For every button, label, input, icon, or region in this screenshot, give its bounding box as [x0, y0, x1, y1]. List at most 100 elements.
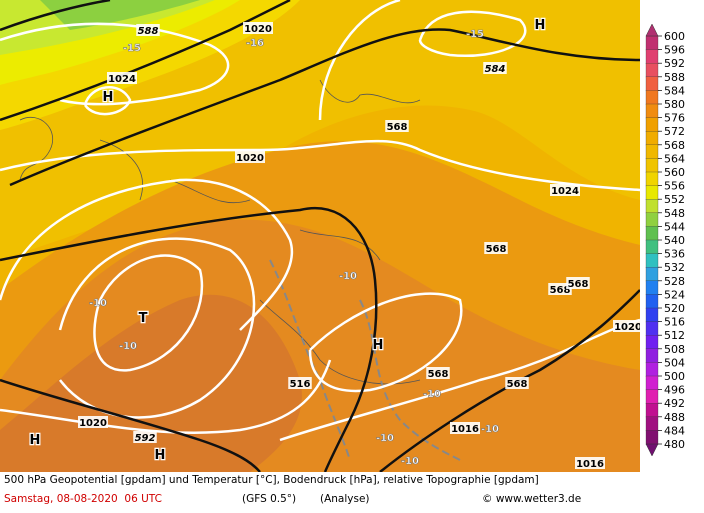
- contour-label: 568: [486, 244, 507, 255]
- scale-label: 548: [664, 207, 685, 220]
- scale-label: 504: [664, 356, 685, 369]
- scale-label: 512: [664, 329, 685, 342]
- contour-label: -10: [423, 389, 441, 400]
- scale-band: [645, 348, 659, 364]
- scale-band: [645, 117, 659, 132]
- contour-label: -15: [466, 29, 484, 40]
- pressure-center: H: [535, 18, 546, 33]
- contour-label: -10: [339, 271, 357, 282]
- contour-label: 568: [387, 122, 408, 133]
- contour-label: 592: [135, 433, 156, 444]
- isobar: [93, 254, 204, 372]
- scale-label: 508: [664, 343, 685, 356]
- contour: [379, 289, 640, 472]
- scale-label: 492: [664, 397, 685, 410]
- label-box: [133, 431, 157, 443]
- label-box: [450, 422, 480, 434]
- scale-label: 500: [664, 370, 685, 383]
- contour: [9, 28, 640, 187]
- scale-label: 564: [664, 152, 685, 165]
- scale-label: 580: [664, 98, 685, 111]
- map: 588-15 -1610201024H-15584H568102010245685…: [0, 0, 640, 472]
- geopotential-contours: [0, 0, 640, 472]
- isobar: [83, 86, 132, 116]
- scale-band: [645, 63, 659, 78]
- scale-band: [645, 185, 659, 200]
- contour-label: 1020: [236, 153, 264, 164]
- scale-label: 600: [664, 30, 685, 43]
- scale-label: 552: [664, 193, 685, 206]
- coastlines: [19, 79, 421, 385]
- scale-label: 572: [664, 125, 685, 138]
- scale-label: 596: [664, 44, 685, 57]
- scale-label: 544: [664, 220, 685, 233]
- contour-label: 588: [138, 26, 159, 37]
- scale-band: [645, 335, 659, 350]
- scale-band: [645, 362, 659, 377]
- dashed-contour: [269, 259, 351, 461]
- isobar: [0, 22, 230, 106]
- contour-label: 1020: [614, 322, 640, 333]
- dashed-contour: [359, 299, 461, 461]
- scale-label: 532: [664, 261, 685, 274]
- field-band: [0, 294, 302, 472]
- scale-band: [645, 375, 659, 391]
- label-box: [136, 24, 160, 36]
- label-box: [235, 151, 265, 163]
- scale-band: [645, 321, 659, 336]
- scale-band: [645, 131, 659, 146]
- pressure-center: H: [155, 448, 166, 463]
- contour-label: -10: [401, 456, 419, 467]
- topography-contours: [269, 259, 461, 461]
- scale-band: [645, 212, 659, 228]
- pressure-center: H: [103, 90, 114, 105]
- contour: [0, 206, 378, 472]
- contour-label: 1024: [551, 186, 579, 197]
- scale-label: 480: [664, 438, 685, 451]
- contour: [0, 0, 291, 122]
- scale-band: [645, 294, 659, 309]
- isobar: [279, 318, 640, 442]
- contour-label: 568: [568, 279, 589, 290]
- label-box: [566, 277, 590, 289]
- scale-label: 568: [664, 139, 685, 152]
- label-box: [575, 457, 605, 469]
- contour-label: -10: [376, 433, 394, 444]
- isobar: [0, 359, 332, 434]
- contour-label: 1020: [244, 24, 272, 35]
- scale-band: [645, 253, 659, 268]
- contour-label: -10: [119, 341, 137, 352]
- footer-date: Samstag, 08-08-2020 06 UTC: [4, 493, 162, 505]
- label-box: [426, 367, 450, 379]
- footer-run: (Analyse): [320, 493, 370, 505]
- contour-label: 1016: [576, 459, 604, 470]
- footer-title: 500 hPa Geopotential [gpdam] und Tempera…: [4, 474, 539, 486]
- contour: [0, 378, 261, 472]
- map-labels: 588-15 -1610201024H-15584H568102010245685…: [28, 17, 640, 470]
- scale-band: [645, 49, 659, 64]
- contour-label: 568: [428, 369, 449, 380]
- pressure-center: T: [139, 311, 148, 326]
- label-box: [288, 377, 312, 389]
- contour-label: -10: [89, 298, 107, 309]
- label-box: [78, 416, 108, 428]
- contour-label: -16: [246, 38, 264, 49]
- label-box: [550, 184, 580, 196]
- pressure-center: H: [30, 433, 41, 448]
- scale-label: 528: [664, 275, 685, 288]
- isobar: [0, 139, 640, 192]
- scale-band: [645, 403, 659, 418]
- contour-label: 568: [550, 285, 571, 296]
- contour-label: 1024: [108, 74, 136, 85]
- scale-band: [645, 199, 659, 214]
- contour-label: 1016: [451, 424, 479, 435]
- scale-label: 488: [664, 411, 685, 424]
- label-box: [613, 320, 640, 332]
- contour-label: 584: [485, 64, 506, 75]
- scale-label: 584: [664, 84, 685, 97]
- field-band: [40, 0, 200, 30]
- scale-band: [645, 307, 659, 323]
- pressure-isobars: [0, 0, 640, 442]
- label-box: [505, 377, 529, 389]
